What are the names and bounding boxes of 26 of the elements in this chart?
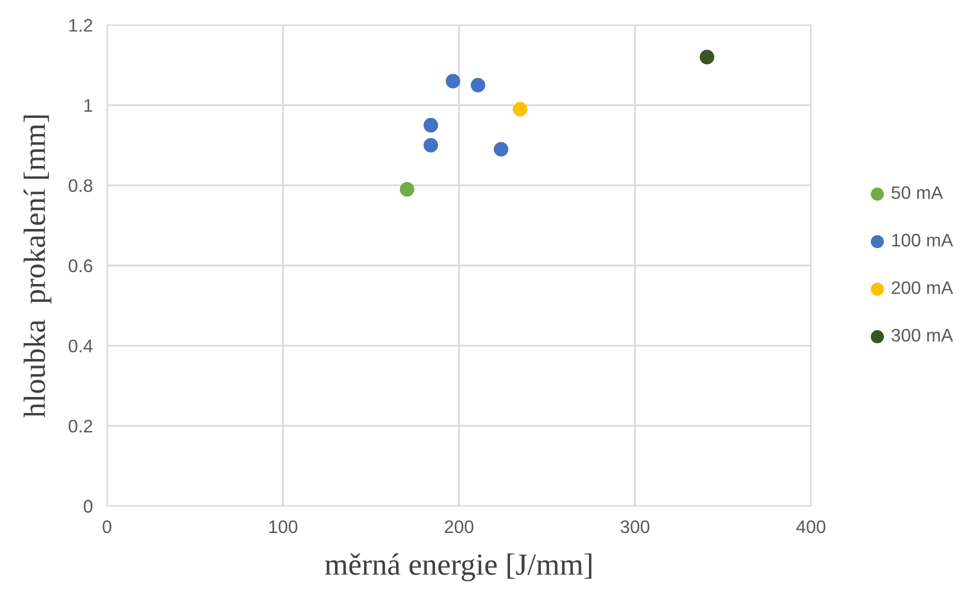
point [494,142,508,157]
legend-label: 50 mA [892,186,944,200]
y-tick-label: 0.4 [68,340,93,352]
y-tick-label: 1 [84,99,92,112]
legend-label: 100 mA [892,234,954,247]
x-tick-label: 300 [620,520,650,534]
legend-label: 200 mA [892,281,954,294]
x-tick-label: 0 [102,520,112,534]
y-tick-label: 0.8 [68,179,92,192]
point [424,138,438,153]
x-axis-title: měrná energie [J/mm] [325,553,592,582]
legend-label: 300 mA [892,328,954,342]
point [512,102,528,116]
x-tick-label: 100 [269,520,298,534]
y-tick-label: 0.2 [68,420,92,433]
point [446,74,460,88]
point [400,182,414,197]
point [424,118,438,132]
point [470,78,486,92]
y-tick-label: 0 [84,500,92,513]
y-tick-label: 1.2 [69,18,92,32]
point [700,50,714,64]
x-tick-label: 200 [444,520,474,534]
y-tick-label: 0.6 [68,259,92,272]
x-tick-label: 400 [796,520,826,534]
y-axis-title: hloubka prokalení [mm] [24,115,52,418]
